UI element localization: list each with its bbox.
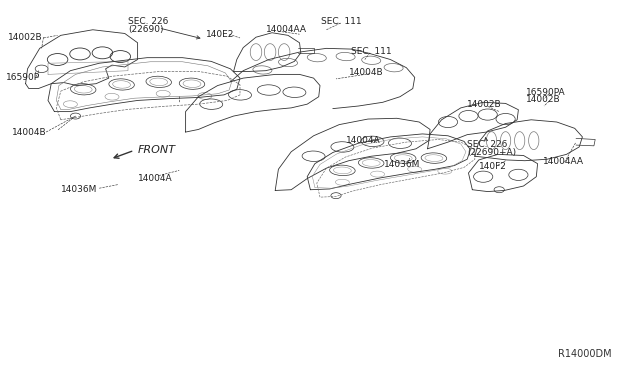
Text: 14004AA: 14004AA <box>266 25 307 34</box>
Circle shape <box>70 113 81 119</box>
Text: FRONT: FRONT <box>138 145 175 155</box>
Text: 14004B: 14004B <box>349 68 383 77</box>
Text: SEC. 111: SEC. 111 <box>351 47 391 56</box>
Text: 14002B: 14002B <box>8 33 42 42</box>
Text: 14036M: 14036M <box>61 185 97 194</box>
Text: 14004A: 14004A <box>346 136 380 145</box>
Text: 140F2: 140F2 <box>479 162 507 171</box>
Text: 14002B: 14002B <box>467 100 502 109</box>
Text: 14036M: 14036M <box>384 160 420 169</box>
Text: (22690): (22690) <box>128 25 163 34</box>
Text: 16590PA: 16590PA <box>526 88 566 97</box>
Circle shape <box>331 193 341 199</box>
Text: 14002B: 14002B <box>526 95 561 104</box>
Text: 16590P: 16590P <box>6 73 40 81</box>
Text: SEC. 111: SEC. 111 <box>321 17 362 26</box>
Text: 14004B: 14004B <box>12 128 46 137</box>
Text: 14004AA: 14004AA <box>543 157 584 166</box>
Text: 140E2: 140E2 <box>206 30 234 39</box>
Text: (22690+A): (22690+A) <box>467 148 516 157</box>
Text: SEC. 226: SEC. 226 <box>128 17 168 26</box>
Circle shape <box>35 65 48 73</box>
Text: R14000DM: R14000DM <box>557 349 611 359</box>
Text: 14004A: 14004A <box>138 174 172 183</box>
Text: SEC. 226: SEC. 226 <box>467 140 508 149</box>
Circle shape <box>494 187 504 193</box>
